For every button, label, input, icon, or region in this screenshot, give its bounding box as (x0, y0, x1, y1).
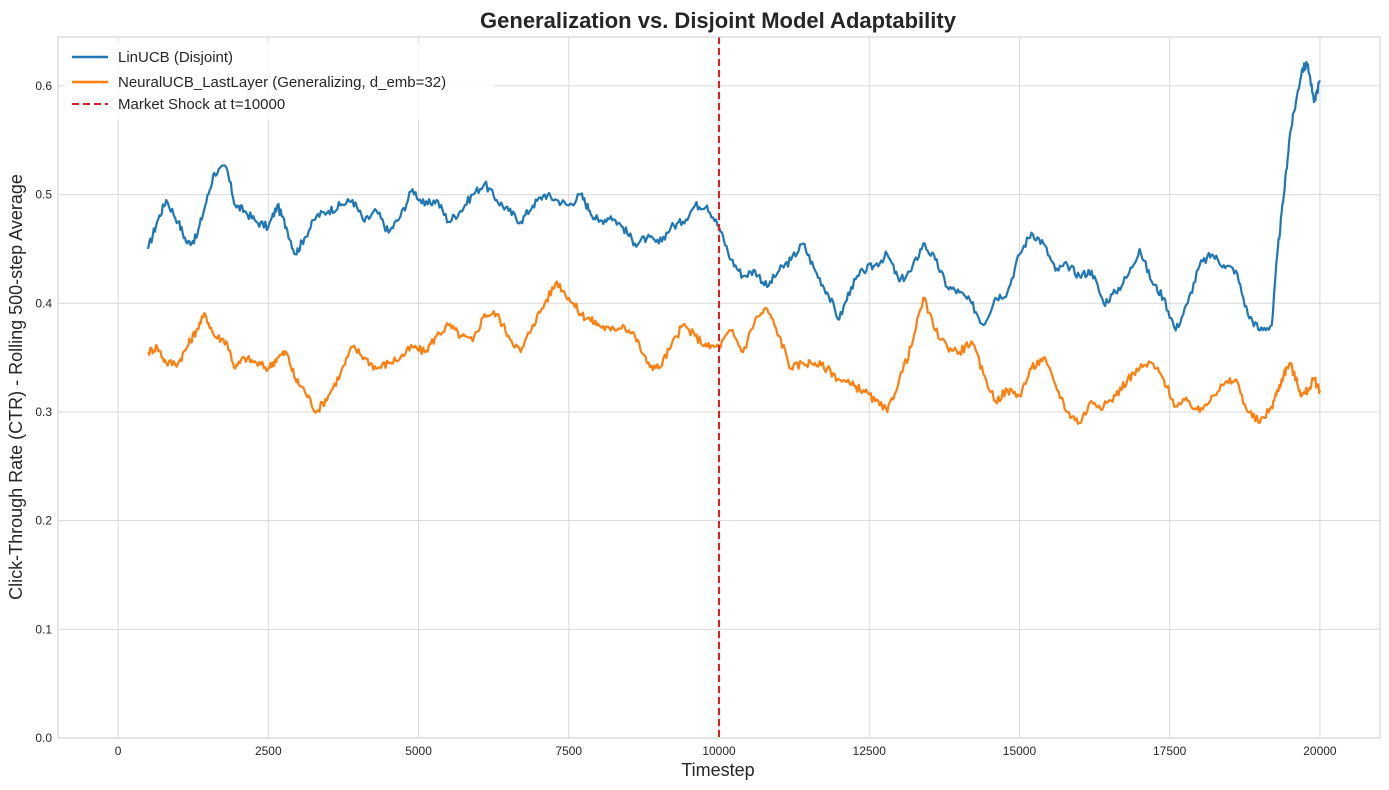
y-axis-label: Click-Through Rate (CTR) - Rolling 500-s… (6, 174, 26, 600)
y-tick-label: 0.5 (35, 188, 52, 202)
x-tick-label: 15000 (1003, 744, 1037, 758)
y-axis-ticks: 0.0 0.1 0.2 0.3 0.4 0.5 0.6 (35, 79, 52, 745)
y-tick-label: 0.2 (35, 514, 52, 528)
series-line-0 (147, 60, 1321, 332)
y-tick-label: 0.3 (35, 405, 52, 419)
x-tick-label: 0 (115, 744, 122, 758)
legend-label-linucb: LinUCB (Disjoint) (118, 49, 233, 66)
series-layer (147, 60, 1321, 425)
y-tick-label: 0.4 (35, 296, 52, 310)
y-tick-label: 0.1 (35, 622, 52, 636)
x-tick-label: 2500 (255, 744, 282, 758)
y-tick-label: 0.0 (35, 731, 52, 745)
x-tick-label: 7500 (555, 744, 582, 758)
x-axis-label: Timestep (681, 760, 754, 780)
chart-title: Generalization vs. Disjoint Model Adapta… (480, 8, 957, 33)
x-axis-ticks: 0 2500 5000 7500 10000 12500 15000 17500 20000 (115, 744, 1337, 758)
y-tick-label: 0.6 (35, 79, 52, 93)
x-tick-label: 12500 (853, 744, 887, 758)
x-tick-label: 5000 (405, 744, 432, 758)
x-tick-label: 17500 (1153, 744, 1187, 758)
x-tick-label: 10000 (702, 744, 736, 758)
legend: LinUCB (Disjoint) NeuralUCB_LastLayer (G… (64, 42, 494, 120)
legend-label-market-shock: Market Shock at t=10000 (118, 96, 285, 113)
series-line-1 (147, 280, 1321, 425)
legend-box (64, 42, 494, 120)
legend-label-neuralucb: NeuralUCB_LastLayer (Generalizing, d_emb… (118, 74, 446, 91)
plot-frame (57, 36, 1381, 739)
x-tick-label: 20000 (1303, 744, 1337, 758)
